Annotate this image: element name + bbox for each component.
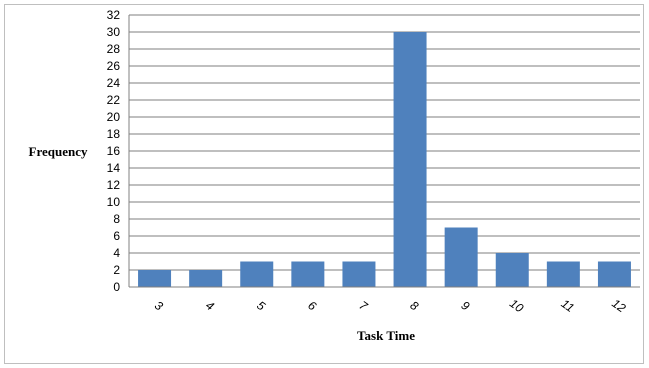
y-tick-label: 16 — [107, 144, 121, 158]
bar-12 — [597, 261, 631, 287]
x-tick-label: 10 — [507, 296, 526, 315]
bars — [138, 32, 631, 287]
x-tick-label: 6 — [305, 298, 319, 313]
bar-5 — [240, 261, 274, 287]
y-tick-label: 20 — [107, 110, 121, 124]
y-tick-label: 0 — [113, 280, 120, 294]
bar-9 — [444, 227, 478, 287]
chart-frame — [4, 4, 644, 364]
bar-6 — [291, 261, 325, 287]
y-tick-label: 10 — [107, 195, 121, 209]
x-axis-title: Task Time — [357, 328, 415, 343]
x-tick-label: 5 — [254, 298, 268, 313]
x-tick-label: 8 — [408, 298, 422, 313]
y-tick-label: 24 — [107, 76, 121, 90]
gridlines — [129, 14, 640, 271]
x-tick-label: 11 — [559, 296, 577, 315]
y-tick-label: 22 — [107, 93, 121, 107]
x-tick-label: 7 — [356, 298, 371, 314]
bar-3 — [138, 270, 172, 287]
bar-10 — [495, 253, 529, 287]
y-tick-label: 2 — [113, 263, 120, 277]
y-tick-label: 26 — [107, 59, 121, 73]
x-tick-label: 3 — [152, 298, 166, 313]
bar-11 — [546, 261, 580, 287]
y-axis-title: Frequency — [29, 144, 88, 159]
y-tick-label: 18 — [107, 127, 121, 141]
y-tick-label: 32 — [107, 8, 121, 22]
x-tick-label: 4 — [203, 298, 217, 313]
bar-8 — [393, 32, 427, 287]
axes — [128, 15, 640, 288]
y-tick-label: 8 — [113, 212, 120, 226]
y-tick-label: 30 — [107, 25, 121, 39]
x-tick-labels: 3 4 5 6 7 8 9 10 11 12 — [152, 296, 628, 315]
bar-7 — [342, 261, 376, 287]
y-tick-label: 4 — [113, 246, 120, 260]
y-tick-label: 6 — [113, 229, 120, 243]
y-tick-label: 12 — [107, 178, 121, 192]
y-tick-label: 28 — [107, 42, 121, 56]
x-tick-label: 9 — [459, 298, 473, 313]
bar-4 — [189, 270, 223, 287]
y-tick-label: 14 — [107, 161, 121, 175]
x-tick-label: 12 — [609, 296, 628, 315]
